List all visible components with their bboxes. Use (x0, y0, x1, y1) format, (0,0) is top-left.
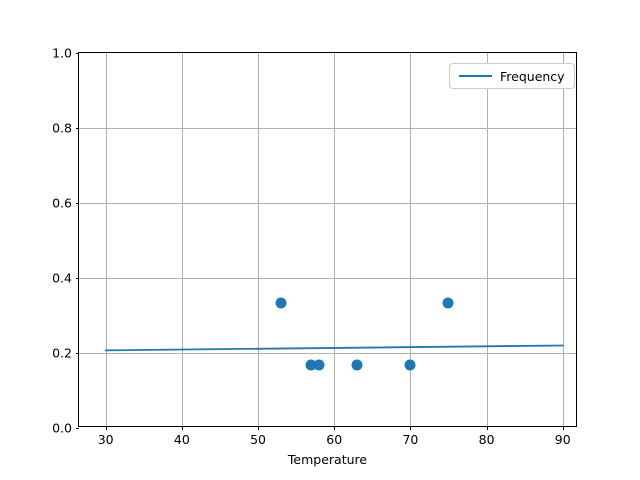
x-gridline (486, 53, 488, 426)
x-tick (334, 426, 336, 430)
x-tick (562, 426, 564, 430)
y-tick-label: 0.2 (52, 345, 72, 361)
legend-box[interactable]: Frequency (449, 63, 575, 89)
data-layer (79, 53, 576, 426)
x-tick (258, 426, 260, 430)
legend-line-swatch (459, 75, 492, 77)
x-tick-label: 30 (97, 432, 114, 447)
y-tick-label: 1.0 (52, 45, 72, 61)
x-tick (181, 426, 183, 430)
x-tick-label: 60 (326, 432, 343, 447)
y-tick-label: 0.6 (52, 195, 72, 211)
y-tick (75, 53, 79, 54)
x-gridline (181, 53, 183, 426)
scatter-point (305, 359, 317, 371)
x-tick (105, 426, 107, 430)
y-tick (75, 353, 79, 354)
x-axis-label: Temperature (287, 452, 368, 467)
frequency-line-series (104, 344, 564, 352)
x-tick-label: 90 (554, 432, 571, 447)
y-tick-label: 0.0 (52, 420, 72, 436)
x-gridline (562, 53, 564, 426)
x-gridline (105, 53, 107, 426)
x-tick-label: 80 (478, 432, 495, 447)
y-tick-label: 0.4 (52, 270, 72, 286)
x-gridline (258, 53, 260, 426)
y-gridline (79, 353, 576, 354)
x-tick-label: 70 (402, 432, 419, 447)
y-gridline (79, 278, 576, 279)
y-tick (75, 128, 79, 129)
y-tick-label: 0.8 (52, 120, 72, 136)
scatter-point (351, 359, 363, 371)
x-tick-label: 50 (250, 432, 266, 447)
scatter-point (404, 359, 416, 371)
legend-label-frequency: Frequency (500, 68, 565, 84)
x-tick-label: 40 (173, 432, 190, 447)
y-tick (75, 278, 79, 279)
y-tick (75, 428, 79, 429)
frequency-line (104, 344, 564, 352)
x-gridline (334, 53, 336, 426)
plot-axes: 30 40 50 60 70 80 90 0.0 0.2 0.4 0.6 0.8 1.0 Frequen… (52, 46, 577, 447)
x-tick (410, 426, 412, 430)
y-gridline (79, 203, 576, 204)
scatter-point (313, 359, 325, 371)
scatter-point (442, 297, 454, 309)
y-gridline (79, 128, 576, 129)
grid-layer (79, 53, 576, 426)
x-gridline (410, 53, 412, 426)
y-tick (75, 203, 79, 204)
x-tick (486, 426, 488, 430)
scatter-point (275, 297, 287, 309)
